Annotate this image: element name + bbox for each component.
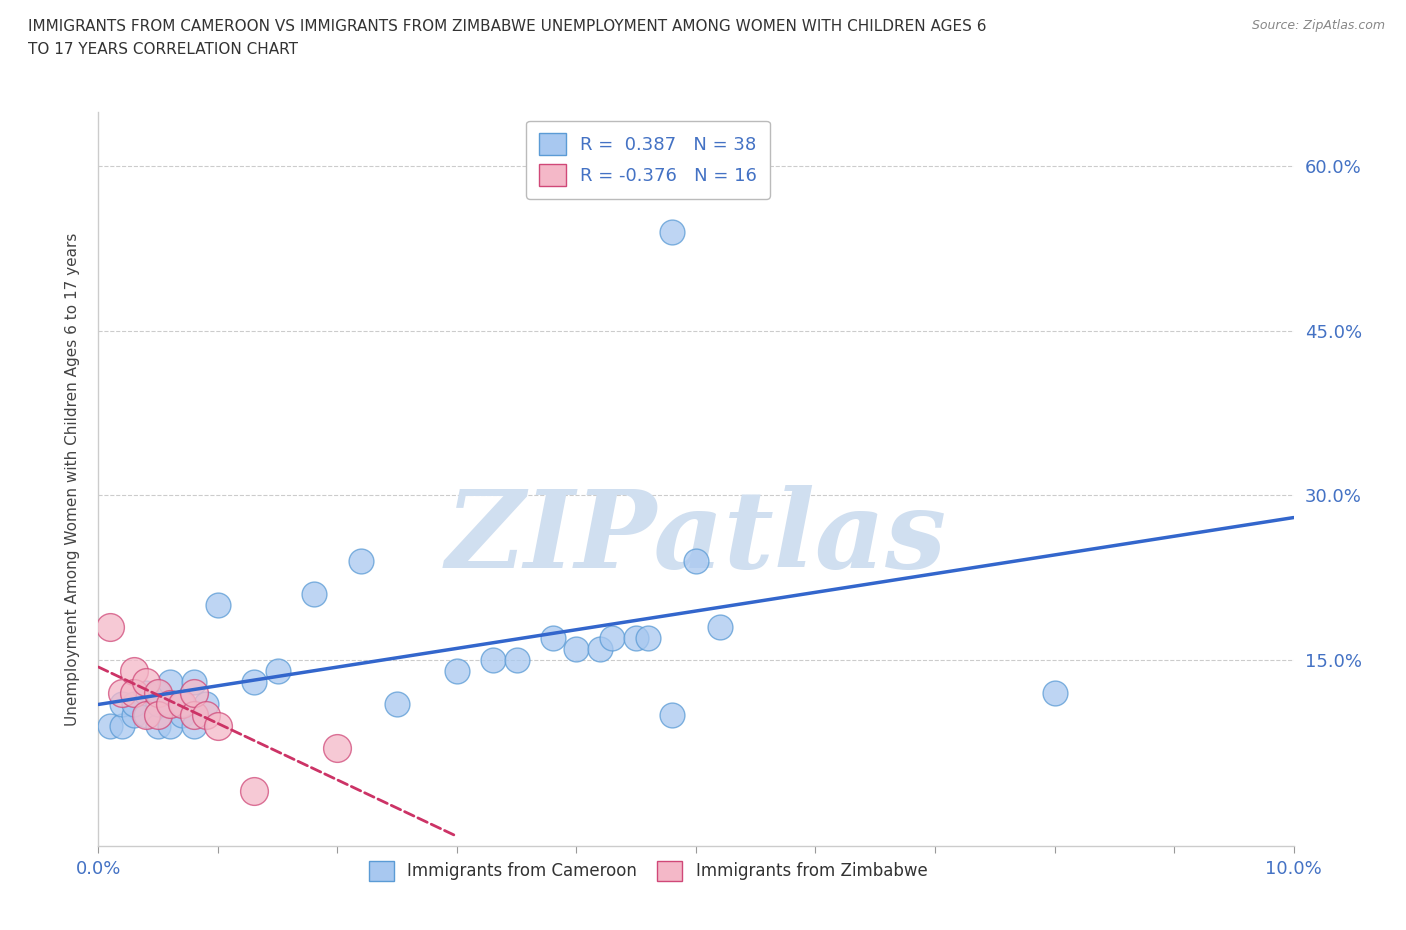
- Point: [350, 553, 373, 568]
- Point: [124, 685, 146, 700]
- Text: ZIPatlas: ZIPatlas: [446, 485, 946, 591]
- Point: [207, 598, 229, 613]
- Point: [661, 225, 683, 240]
- Point: [207, 718, 229, 733]
- Point: [148, 697, 170, 711]
- Point: [446, 663, 468, 678]
- Point: [135, 685, 157, 700]
- Point: [172, 708, 194, 723]
- Point: [302, 587, 325, 602]
- Y-axis label: Unemployment Among Women with Children Ages 6 to 17 years: Unemployment Among Women with Children A…: [65, 232, 80, 725]
- Point: [148, 718, 170, 733]
- Point: [195, 697, 218, 711]
- Point: [183, 708, 205, 723]
- Point: [111, 685, 134, 700]
- Point: [709, 619, 731, 634]
- Point: [148, 708, 170, 723]
- Point: [159, 697, 181, 711]
- Point: [159, 718, 181, 733]
- Point: [148, 685, 170, 700]
- Point: [172, 697, 194, 711]
- Point: [135, 708, 157, 723]
- Point: [124, 708, 146, 723]
- Point: [98, 619, 122, 634]
- Point: [626, 631, 648, 645]
- Point: [183, 718, 205, 733]
- Point: [111, 697, 134, 711]
- Point: [589, 642, 612, 657]
- Point: [135, 708, 157, 723]
- Point: [637, 631, 659, 645]
- Point: [243, 674, 266, 689]
- Legend: Immigrants from Cameroon, Immigrants from Zimbabwe: Immigrants from Cameroon, Immigrants fro…: [361, 853, 935, 889]
- Point: [159, 674, 181, 689]
- Point: [685, 553, 707, 568]
- Point: [243, 784, 266, 799]
- Point: [135, 674, 157, 689]
- Point: [159, 697, 181, 711]
- Point: [565, 642, 588, 657]
- Point: [1043, 685, 1066, 700]
- Point: [385, 697, 409, 711]
- Point: [506, 653, 529, 668]
- Text: Source: ZipAtlas.com: Source: ZipAtlas.com: [1251, 19, 1385, 32]
- Text: TO 17 YEARS CORRELATION CHART: TO 17 YEARS CORRELATION CHART: [28, 42, 298, 57]
- Point: [482, 653, 505, 668]
- Point: [111, 718, 134, 733]
- Point: [267, 663, 290, 678]
- Point: [602, 631, 624, 645]
- Point: [661, 708, 683, 723]
- Point: [124, 663, 146, 678]
- Point: [148, 685, 170, 700]
- Point: [541, 631, 564, 645]
- Text: IMMIGRANTS FROM CAMEROON VS IMMIGRANTS FROM ZIMBABWE UNEMPLOYMENT AMONG WOMEN WI: IMMIGRANTS FROM CAMEROON VS IMMIGRANTS F…: [28, 19, 987, 33]
- Point: [172, 697, 194, 711]
- Point: [98, 718, 122, 733]
- Point: [326, 740, 349, 755]
- Point: [195, 708, 218, 723]
- Point: [124, 697, 146, 711]
- Point: [183, 685, 205, 700]
- Point: [183, 674, 205, 689]
